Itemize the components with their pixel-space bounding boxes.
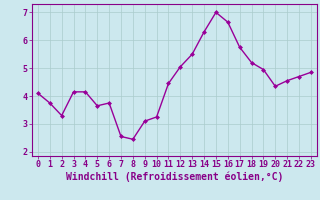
X-axis label: Windchill (Refroidissement éolien,°C): Windchill (Refroidissement éolien,°C) <box>66 172 283 182</box>
